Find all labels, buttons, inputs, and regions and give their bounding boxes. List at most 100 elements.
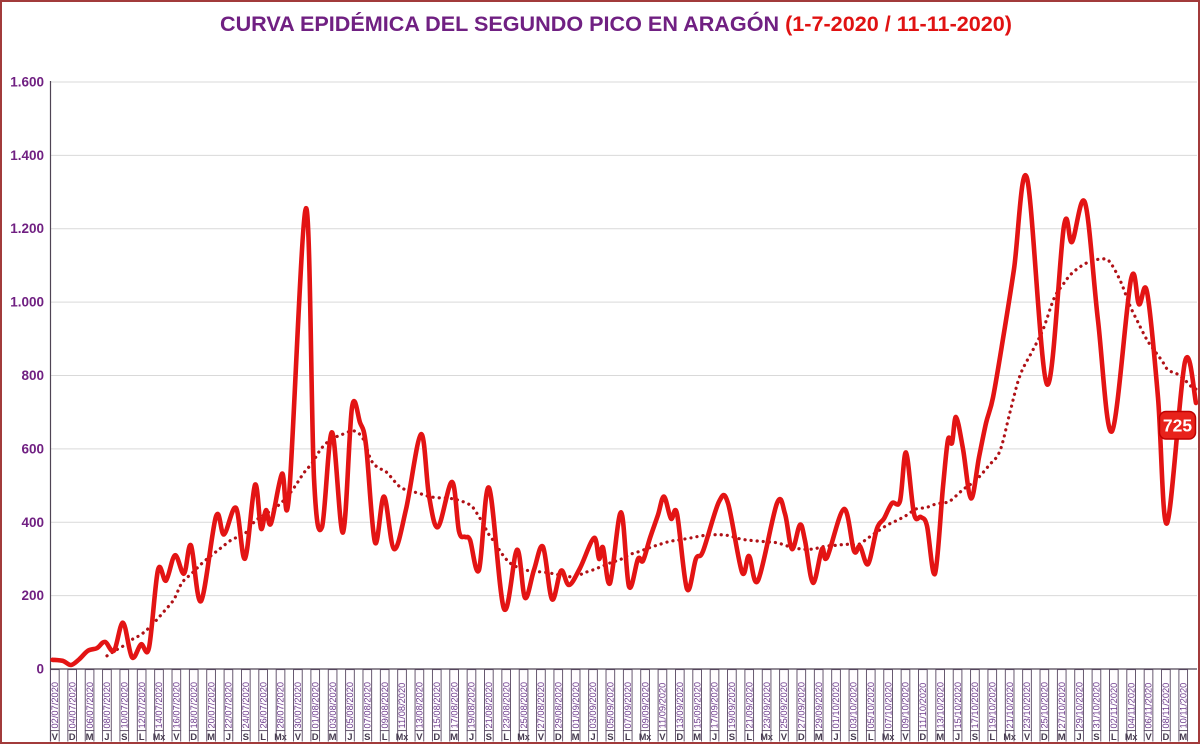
- svg-text:19/10/2020: 19/10/2020: [987, 682, 997, 729]
- svg-text:D: D: [555, 732, 562, 743]
- svg-text:J: J: [1076, 732, 1081, 743]
- svg-text:L: L: [260, 732, 266, 743]
- svg-text:22/07/2020: 22/07/2020: [224, 682, 234, 729]
- svg-text:L: L: [1111, 732, 1117, 743]
- svg-text:08/07/2020: 08/07/2020: [102, 682, 112, 729]
- svg-text:Mx: Mx: [760, 732, 773, 742]
- svg-text:J: J: [226, 732, 231, 743]
- svg-text:Mx: Mx: [517, 732, 530, 742]
- svg-text:02/11/2020: 02/11/2020: [1109, 683, 1119, 729]
- svg-text:28/07/2020: 28/07/2020: [276, 682, 286, 729]
- svg-text:S: S: [486, 732, 492, 743]
- svg-text:26/07/2020: 26/07/2020: [258, 682, 268, 729]
- svg-text:27/10/2020: 27/10/2020: [1057, 682, 1067, 729]
- svg-text:S: S: [850, 732, 856, 743]
- svg-text:Mx: Mx: [396, 732, 409, 742]
- svg-text:Mx: Mx: [1003, 732, 1016, 742]
- svg-text:23/10/2020: 23/10/2020: [1022, 682, 1032, 729]
- svg-text:M: M: [329, 732, 337, 743]
- svg-text:J: J: [712, 732, 717, 743]
- svg-text:V: V: [1145, 732, 1152, 743]
- svg-text:S: S: [972, 732, 978, 743]
- svg-text:21/10/2020: 21/10/2020: [1005, 682, 1015, 729]
- svg-text:D: D: [1162, 732, 1169, 743]
- svg-text:L: L: [989, 732, 995, 743]
- svg-text:S: S: [364, 732, 370, 743]
- svg-text:Mx: Mx: [274, 732, 287, 742]
- svg-text:V: V: [659, 732, 666, 743]
- svg-text:M: M: [207, 732, 215, 743]
- svg-text:J: J: [469, 732, 474, 743]
- svg-text:L: L: [625, 732, 631, 743]
- svg-text:1.600: 1.600: [10, 75, 44, 90]
- svg-text:V: V: [416, 732, 423, 743]
- svg-text:1.000: 1.000: [10, 295, 44, 310]
- svg-text:CURVA EPIDÉMICA DEL SEGUNDO PI: CURVA EPIDÉMICA DEL SEGUNDO PICO EN ARAG…: [220, 11, 1012, 36]
- svg-text:06/11/2020: 06/11/2020: [1144, 683, 1154, 729]
- svg-text:V: V: [295, 732, 302, 743]
- svg-text:06/07/2020: 06/07/2020: [85, 682, 95, 729]
- svg-text:11/09/2020: 11/09/2020: [658, 683, 668, 729]
- svg-text:M: M: [450, 732, 458, 743]
- svg-text:Mx: Mx: [882, 732, 895, 742]
- svg-text:S: S: [121, 732, 127, 743]
- svg-text:D: D: [433, 732, 440, 743]
- svg-text:19/08/2020: 19/08/2020: [467, 682, 477, 729]
- svg-text:1.200: 1.200: [10, 221, 44, 236]
- svg-text:1.400: 1.400: [10, 148, 44, 163]
- svg-text:29/09/2020: 29/09/2020: [814, 682, 824, 729]
- svg-text:D: D: [190, 732, 197, 743]
- svg-text:D: D: [919, 732, 926, 743]
- svg-text:S: S: [243, 732, 249, 743]
- svg-text:0: 0: [36, 662, 44, 677]
- svg-text:Mx: Mx: [639, 732, 652, 742]
- svg-text:07/09/2020: 07/09/2020: [623, 682, 633, 729]
- svg-text:04/07/2020: 04/07/2020: [67, 682, 77, 729]
- svg-text:400: 400: [21, 515, 44, 530]
- svg-text:J: J: [104, 732, 109, 743]
- svg-text:15/08/2020: 15/08/2020: [432, 682, 442, 729]
- svg-text:14/07/2020: 14/07/2020: [154, 682, 164, 729]
- svg-text:V: V: [52, 732, 59, 743]
- svg-text:27/08/2020: 27/08/2020: [536, 682, 546, 729]
- svg-text:L: L: [503, 732, 509, 743]
- svg-text:03/10/2020: 03/10/2020: [849, 682, 859, 729]
- svg-text:S: S: [729, 732, 735, 743]
- svg-text:23/09/2020: 23/09/2020: [762, 682, 772, 729]
- svg-text:30/07/2020: 30/07/2020: [293, 682, 303, 729]
- svg-text:29/08/2020: 29/08/2020: [553, 682, 563, 729]
- svg-text:31/10/2020: 31/10/2020: [1092, 682, 1102, 729]
- svg-text:J: J: [590, 732, 595, 743]
- svg-text:M: M: [572, 732, 580, 743]
- svg-text:05/08/2020: 05/08/2020: [345, 682, 355, 729]
- svg-text:03/09/2020: 03/09/2020: [588, 682, 598, 729]
- svg-text:25/08/2020: 25/08/2020: [519, 682, 529, 729]
- svg-text:05/09/2020: 05/09/2020: [606, 682, 616, 729]
- svg-text:25/09/2020: 25/09/2020: [779, 682, 789, 729]
- svg-text:13/09/2020: 13/09/2020: [675, 682, 685, 729]
- svg-text:04/11/2020: 04/11/2020: [1126, 683, 1136, 729]
- svg-text:800: 800: [21, 368, 44, 383]
- svg-text:09/08/2020: 09/08/2020: [380, 682, 390, 729]
- svg-text:J: J: [347, 732, 352, 743]
- svg-text:Mx: Mx: [153, 732, 166, 742]
- svg-text:J: J: [955, 732, 960, 743]
- svg-text:08/11/2020: 08/11/2020: [1161, 683, 1171, 729]
- svg-text:18/07/2020: 18/07/2020: [189, 682, 199, 729]
- svg-text:16/07/2020: 16/07/2020: [172, 682, 182, 729]
- svg-text:21/08/2020: 21/08/2020: [484, 682, 494, 729]
- svg-text:S: S: [1093, 732, 1099, 743]
- svg-text:M: M: [1179, 732, 1187, 743]
- svg-text:D: D: [1041, 732, 1048, 743]
- svg-text:07/08/2020: 07/08/2020: [363, 682, 373, 729]
- svg-text:V: V: [538, 732, 545, 743]
- svg-text:M: M: [815, 732, 823, 743]
- svg-text:V: V: [173, 732, 180, 743]
- svg-text:10/11/2020: 10/11/2020: [1178, 683, 1188, 729]
- svg-text:D: D: [312, 732, 319, 743]
- svg-text:D: D: [676, 732, 683, 743]
- svg-text:M: M: [936, 732, 944, 743]
- svg-text:L: L: [382, 732, 388, 743]
- svg-text:17/10/2020: 17/10/2020: [970, 682, 980, 729]
- svg-text:24/07/2020: 24/07/2020: [241, 682, 251, 729]
